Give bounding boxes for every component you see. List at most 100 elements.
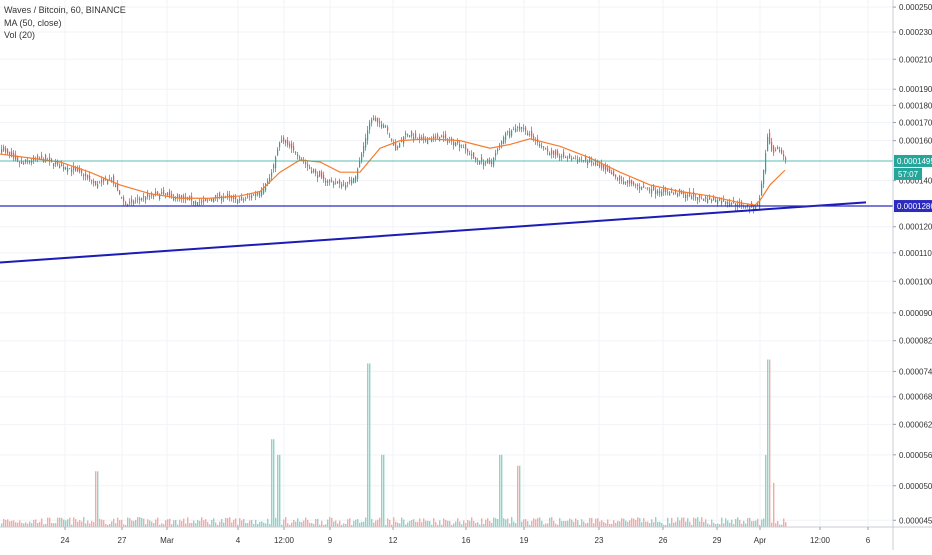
volume-bar xyxy=(539,517,541,527)
hline-price-label: 0.0001286 xyxy=(897,202,932,211)
candle-body xyxy=(545,148,547,150)
volume-bar xyxy=(403,519,405,527)
volume-bar xyxy=(129,518,131,527)
candle-body xyxy=(257,192,259,195)
volume-bar xyxy=(443,518,445,527)
candle-body xyxy=(735,203,737,207)
volume-bar xyxy=(519,465,521,527)
volume-bar xyxy=(613,520,615,527)
candle-body xyxy=(635,184,637,186)
candle-body xyxy=(667,192,669,194)
volume-bar xyxy=(503,518,505,527)
candle-body xyxy=(301,158,303,160)
volume-bar xyxy=(783,518,785,527)
volume-bars xyxy=(1,359,787,527)
candle-body xyxy=(571,158,573,160)
volume-bar xyxy=(599,521,601,527)
volume-bar xyxy=(47,517,49,527)
candle-body xyxy=(493,157,495,166)
candle-body xyxy=(441,135,443,138)
volume-bar xyxy=(697,517,699,527)
volume-bar xyxy=(557,524,559,527)
volume-bar xyxy=(645,521,647,527)
candle-body xyxy=(759,197,761,210)
volume-bar xyxy=(617,520,619,527)
volume-bar xyxy=(721,517,723,527)
candle-body xyxy=(563,151,565,157)
volume-bar xyxy=(459,521,461,527)
volume-bar xyxy=(343,523,345,527)
candle-body xyxy=(605,165,607,171)
volume-bar xyxy=(463,520,465,527)
candle-body xyxy=(573,158,575,159)
candle-body xyxy=(457,140,459,144)
candle-body xyxy=(55,161,57,164)
candle-body xyxy=(553,151,555,155)
candle-body xyxy=(155,191,157,195)
candle-body xyxy=(271,172,273,177)
candle-body xyxy=(769,132,771,144)
candle-body xyxy=(623,181,625,185)
candle-body xyxy=(607,167,609,172)
volume-bar xyxy=(765,454,767,527)
candle-body xyxy=(631,180,633,185)
volume-bar xyxy=(61,517,63,527)
volume-bar xyxy=(609,523,611,527)
candle-body xyxy=(341,184,343,187)
candle-body xyxy=(339,180,341,184)
volume-bar xyxy=(775,523,777,527)
candle-body xyxy=(249,196,251,198)
volume-bar xyxy=(779,524,781,527)
candle-body xyxy=(677,193,679,197)
volume-bar xyxy=(3,518,5,527)
volume-bar xyxy=(759,524,761,527)
candle-body xyxy=(641,187,643,190)
volume-bar xyxy=(11,520,13,527)
volume-bar xyxy=(619,521,621,527)
candle-body xyxy=(89,175,91,180)
candle-body xyxy=(613,170,615,176)
volume-bar xyxy=(51,523,53,527)
candle-body xyxy=(205,199,207,202)
candle-body xyxy=(241,197,243,201)
volume-bar xyxy=(461,524,463,527)
volume-bar xyxy=(451,524,453,527)
candle-body xyxy=(415,133,417,139)
volume-bar xyxy=(233,519,235,527)
candle-body xyxy=(703,198,705,201)
volume-bar xyxy=(219,521,221,527)
candle-body xyxy=(695,197,697,199)
volume-bar xyxy=(537,518,539,527)
candle-body xyxy=(103,178,105,182)
candle-body xyxy=(599,164,601,167)
volume-bar xyxy=(291,522,293,527)
candle-body xyxy=(283,137,285,142)
volume-bar xyxy=(109,523,111,527)
volume-bar xyxy=(235,518,237,527)
candle-body xyxy=(211,199,213,202)
volume-bar xyxy=(497,518,499,527)
volume-bar xyxy=(581,519,583,527)
volume-bar xyxy=(183,518,185,527)
volume-bar xyxy=(53,523,55,527)
volume-bar xyxy=(547,523,549,527)
volume-bar xyxy=(297,518,299,527)
volume-bar xyxy=(487,518,489,527)
candle-body xyxy=(567,157,569,159)
candle-body xyxy=(669,192,671,196)
candle-body xyxy=(355,176,357,182)
candle-body xyxy=(293,146,295,151)
volume-bar xyxy=(551,517,553,527)
volume-bar xyxy=(229,517,231,527)
candle-body xyxy=(719,199,721,201)
candle-body xyxy=(97,184,99,188)
volume-bar xyxy=(39,521,41,527)
volume-bar xyxy=(725,518,727,527)
volume-bar xyxy=(425,520,427,527)
volume-bar xyxy=(483,523,485,527)
volume-bar xyxy=(687,518,689,527)
volume-bar xyxy=(781,524,783,527)
volume-bar xyxy=(511,517,513,527)
